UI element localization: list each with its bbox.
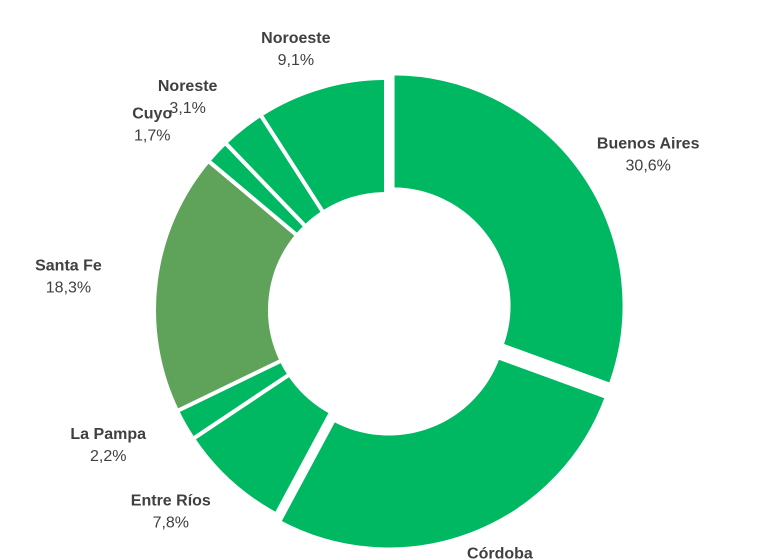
slice-label-value: 7,8% (153, 515, 189, 532)
slice-label-value: 2,2% (90, 448, 126, 465)
slice-label-name: Córdoba (467, 545, 533, 560)
slice-label-name: Noroeste (261, 30, 330, 47)
slice-label-value: 3,1% (169, 100, 205, 117)
slice-label-value: 30,6% (626, 157, 671, 174)
donut-slice (152, 158, 300, 414)
donut-slice (276, 354, 610, 552)
slice-label-name: Entre Ríos (131, 493, 211, 510)
slice-label-name: Cuyo (132, 105, 172, 122)
slice-label-name: Buenos Aires (597, 135, 700, 152)
slice-label-name: Santa Fe (35, 258, 102, 275)
slice-label-value: 1,7% (134, 127, 170, 144)
slice-label-value: 18,3% (46, 280, 91, 297)
slice-label-value: 9,1% (278, 52, 314, 69)
donut-slice (390, 71, 627, 388)
slice-label-name: La Pampa (70, 426, 146, 443)
donut-slice (257, 75, 388, 216)
slice-label-name: Noreste (158, 78, 218, 95)
